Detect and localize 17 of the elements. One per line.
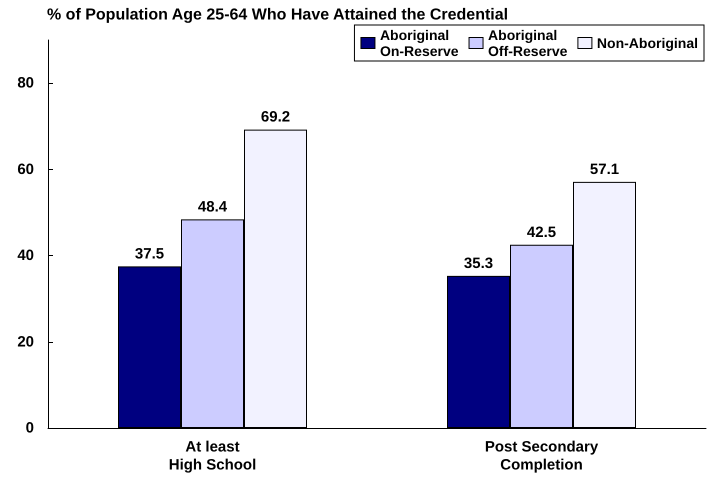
legend-label: Aboriginal On-Reserve: [380, 27, 459, 59]
y-tick-label: 80: [17, 74, 34, 92]
data-label: 69.2: [260, 108, 290, 126]
data-label: 48.4: [198, 198, 228, 216]
data-label: 35.3: [464, 254, 494, 272]
data-label: 42.5: [526, 224, 556, 241]
y-tick-label: 40: [17, 247, 34, 264]
y-tick-label: 20: [17, 333, 34, 350]
y-tick-label: 0: [26, 420, 34, 436]
y-tick-label: 60: [17, 160, 34, 178]
data-label: 57.1: [590, 160, 620, 178]
data-label: 37.5: [134, 245, 164, 262]
x-tick-label: Post Secondary Completion: [484, 438, 599, 474]
legend-label: Aboriginal Off-Reserve: [488, 27, 568, 59]
legend-label: Non-Aboriginal: [596, 35, 698, 51]
chart-title: % of Population Age 25-64 Who Have Attained the Credential: [47, 6, 508, 24]
x-tick-label: At least High School: [168, 438, 256, 474]
